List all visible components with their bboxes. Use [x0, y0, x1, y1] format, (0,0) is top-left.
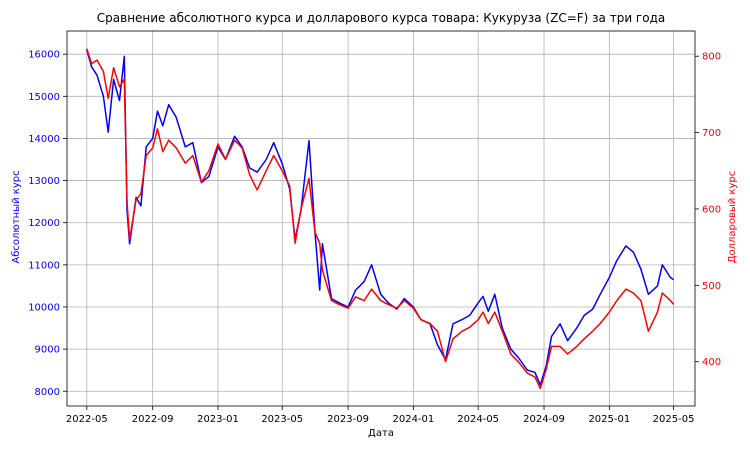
x-tick-label: 2022-05 [66, 414, 108, 425]
x-axis-label: Дата [368, 428, 394, 439]
y-left-tick-label: 16000 [28, 50, 60, 61]
axes: 2022-05 2022-09 2023-01 2023-05 2023-09 2024-… [28, 30, 721, 425]
x-tick-label: 2023-09 [327, 414, 369, 425]
y-left-tick-label: 12000 [28, 218, 60, 229]
x-tick-label: 2024-09 [523, 414, 565, 425]
y-left-tick-label: 14000 [28, 134, 60, 145]
y-right-tick-label: 600 [702, 204, 721, 215]
y-right-tick-label: 800 [702, 52, 721, 63]
y-left-tick-label: 10000 [28, 302, 60, 313]
y-left-tick-label: 13000 [28, 176, 60, 187]
y-left-tick-label: 15000 [28, 92, 60, 103]
x-tick-label: 2025-05 [653, 414, 695, 425]
series-line-absolute-rate [86, 49, 675, 386]
y-left-tick-label: 11000 [28, 260, 60, 271]
grid [67, 31, 695, 406]
y-right-axis-label: Долларовый курс [727, 171, 738, 264]
y-right-tick-label: 400 [702, 357, 721, 368]
x-tick-label: 2023-05 [261, 414, 303, 425]
series-line-dollar-rate [86, 48, 675, 390]
chart-title: Сравнение абсолютного курса и долларовог… [97, 11, 665, 25]
x-tick-label: 2022-09 [132, 414, 174, 425]
x-tick-label: 2023-01 [197, 414, 239, 425]
plot-frame [66, 30, 696, 407]
series-layer [86, 48, 675, 390]
y-right-tick-label: 700 [702, 128, 721, 139]
x-tick-label: 2024-05 [457, 414, 499, 425]
y-left-tick-label: 9000 [35, 345, 60, 356]
y-left-tick-label: 8000 [35, 387, 60, 398]
x-tick-label: 2025-01 [588, 414, 630, 425]
y-right-tick-label: 500 [702, 281, 721, 292]
x-tick-label: 2024-01 [392, 414, 434, 425]
y-left-axis-label: Абсолютный курс [11, 170, 22, 263]
